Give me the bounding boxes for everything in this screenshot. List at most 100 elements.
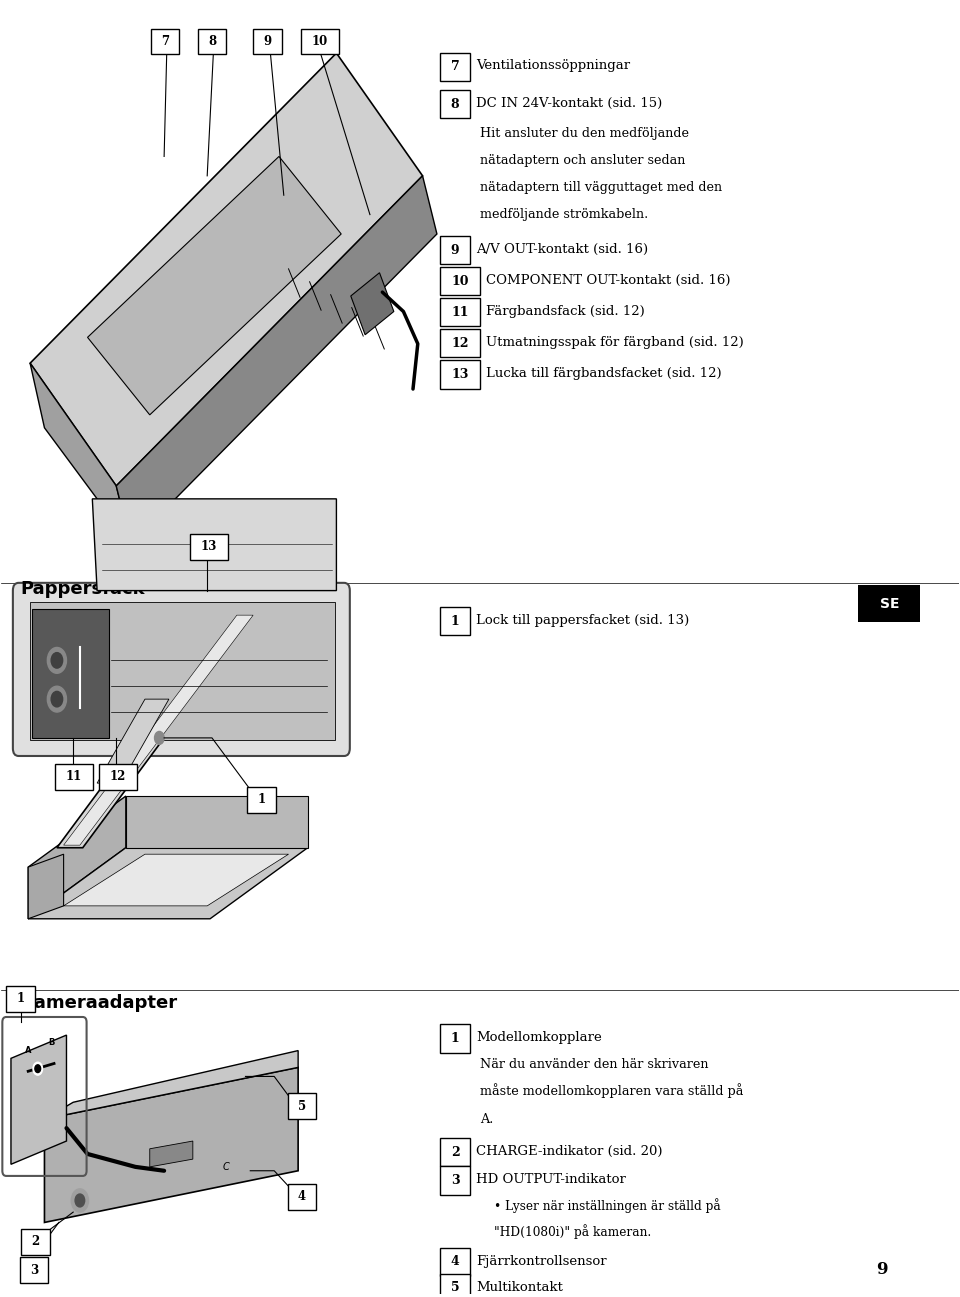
Text: Fjärrkontrollsensor: Fjärrkontrollsensor — [476, 1254, 607, 1267]
Polygon shape — [87, 157, 341, 415]
FancyBboxPatch shape — [6, 986, 35, 1012]
Polygon shape — [30, 363, 131, 543]
Text: 4: 4 — [451, 1255, 460, 1268]
Text: 1: 1 — [451, 1032, 460, 1045]
Text: • Lyser när inställningen är ställd på: • Lyser när inställningen är ställd på — [494, 1198, 721, 1214]
FancyBboxPatch shape — [198, 29, 227, 54]
Polygon shape — [30, 602, 334, 741]
Text: 1: 1 — [257, 794, 266, 807]
FancyBboxPatch shape — [55, 764, 93, 790]
Text: C: C — [223, 1162, 229, 1172]
Text: 13: 13 — [451, 368, 468, 381]
Text: 13: 13 — [201, 540, 217, 553]
FancyBboxPatch shape — [12, 582, 349, 756]
Polygon shape — [92, 499, 336, 590]
Text: 12: 12 — [451, 337, 468, 350]
FancyBboxPatch shape — [440, 236, 470, 265]
FancyBboxPatch shape — [440, 1248, 470, 1276]
Text: Modellomkopplare: Modellomkopplare — [476, 1031, 602, 1044]
Polygon shape — [63, 615, 253, 846]
Text: 4: 4 — [298, 1191, 306, 1204]
Polygon shape — [150, 1141, 193, 1167]
Text: 8: 8 — [208, 35, 216, 48]
FancyBboxPatch shape — [440, 1137, 470, 1166]
Text: CHARGE-indikator (sid. 20): CHARGE-indikator (sid. 20) — [476, 1145, 662, 1158]
FancyBboxPatch shape — [440, 89, 470, 118]
Text: 3: 3 — [451, 1174, 460, 1187]
Text: medföljande strömkabeln.: medföljande strömkabeln. — [480, 208, 648, 220]
Circle shape — [155, 732, 164, 744]
FancyBboxPatch shape — [190, 534, 228, 559]
Circle shape — [51, 691, 62, 707]
FancyBboxPatch shape — [440, 1274, 470, 1297]
FancyBboxPatch shape — [248, 787, 276, 813]
FancyBboxPatch shape — [440, 298, 480, 327]
Text: 2: 2 — [451, 1145, 460, 1158]
FancyBboxPatch shape — [253, 29, 282, 54]
Text: Lock till pappersfacket (sid. 13): Lock till pappersfacket (sid. 13) — [476, 613, 689, 626]
Polygon shape — [116, 176, 437, 543]
FancyBboxPatch shape — [440, 607, 470, 636]
Text: Ventilationssöppningar: Ventilationssöppningar — [476, 60, 631, 73]
Circle shape — [47, 686, 66, 712]
Text: Pappersfack: Pappersfack — [20, 580, 145, 598]
Text: Kameraadapter: Kameraadapter — [20, 994, 178, 1012]
Text: A.: A. — [480, 1113, 493, 1126]
FancyBboxPatch shape — [440, 329, 480, 358]
Polygon shape — [28, 848, 308, 918]
Text: 1: 1 — [16, 992, 25, 1005]
Text: 7: 7 — [451, 60, 460, 73]
Polygon shape — [44, 1067, 299, 1223]
Text: 1: 1 — [451, 615, 460, 628]
FancyBboxPatch shape — [440, 361, 480, 389]
Text: 2: 2 — [32, 1235, 40, 1248]
Text: Färgbandsfack (sid. 12): Färgbandsfack (sid. 12) — [486, 305, 644, 318]
Text: 7: 7 — [161, 35, 169, 48]
Text: 10: 10 — [451, 275, 468, 288]
Text: 9: 9 — [263, 35, 272, 48]
Text: B: B — [48, 1039, 55, 1048]
Polygon shape — [28, 855, 63, 918]
Text: A/V OUT-kontakt (sid. 16): A/V OUT-kontakt (sid. 16) — [476, 243, 648, 256]
Circle shape — [51, 652, 62, 668]
Text: 8: 8 — [451, 97, 460, 110]
Polygon shape — [30, 53, 422, 486]
Circle shape — [33, 1062, 42, 1075]
Text: nätadaptern till vägguttaget med den: nätadaptern till vägguttaget med den — [480, 180, 722, 195]
Text: COMPONENT OUT-kontakt (sid. 16): COMPONENT OUT-kontakt (sid. 16) — [486, 274, 731, 287]
Circle shape — [47, 647, 66, 673]
Text: Hit ansluter du den medföljande: Hit ansluter du den medföljande — [480, 127, 689, 140]
Text: SE: SE — [880, 597, 900, 611]
Polygon shape — [63, 855, 289, 905]
FancyBboxPatch shape — [151, 29, 180, 54]
FancyBboxPatch shape — [288, 1184, 316, 1210]
Text: 5: 5 — [298, 1100, 306, 1113]
FancyBboxPatch shape — [288, 1093, 316, 1119]
Text: "HD(1080i)" på kameran.: "HD(1080i)" på kameran. — [494, 1224, 652, 1239]
Text: DC IN 24V-kontakt (sid. 15): DC IN 24V-kontakt (sid. 15) — [476, 97, 662, 110]
Text: Multikontakt: Multikontakt — [476, 1280, 564, 1293]
FancyBboxPatch shape — [440, 1025, 470, 1053]
Text: 11: 11 — [451, 306, 468, 319]
Text: Utmatningsspak för färgband (sid. 12): Utmatningsspak för färgband (sid. 12) — [486, 336, 743, 349]
Text: måste modellomkopplaren vara ställd på: måste modellomkopplaren vara ställd på — [480, 1083, 743, 1099]
Polygon shape — [126, 796, 308, 848]
Polygon shape — [11, 1035, 66, 1165]
FancyBboxPatch shape — [21, 1228, 50, 1254]
Bar — [858, 585, 921, 621]
Text: A: A — [25, 1047, 32, 1054]
FancyBboxPatch shape — [440, 1166, 470, 1195]
Text: 9: 9 — [876, 1261, 888, 1278]
FancyBboxPatch shape — [301, 29, 339, 54]
Text: 10: 10 — [312, 35, 328, 48]
Text: 5: 5 — [451, 1281, 460, 1294]
Polygon shape — [350, 272, 394, 335]
Circle shape — [35, 1065, 40, 1073]
Text: HD OUTPUT-indikator: HD OUTPUT-indikator — [476, 1174, 626, 1187]
Circle shape — [71, 1189, 88, 1213]
Text: 3: 3 — [30, 1263, 38, 1276]
Text: 9: 9 — [451, 244, 460, 257]
Polygon shape — [97, 699, 169, 783]
Text: nätadaptern och ansluter sedan: nätadaptern och ansluter sedan — [480, 154, 685, 167]
FancyBboxPatch shape — [99, 764, 137, 790]
